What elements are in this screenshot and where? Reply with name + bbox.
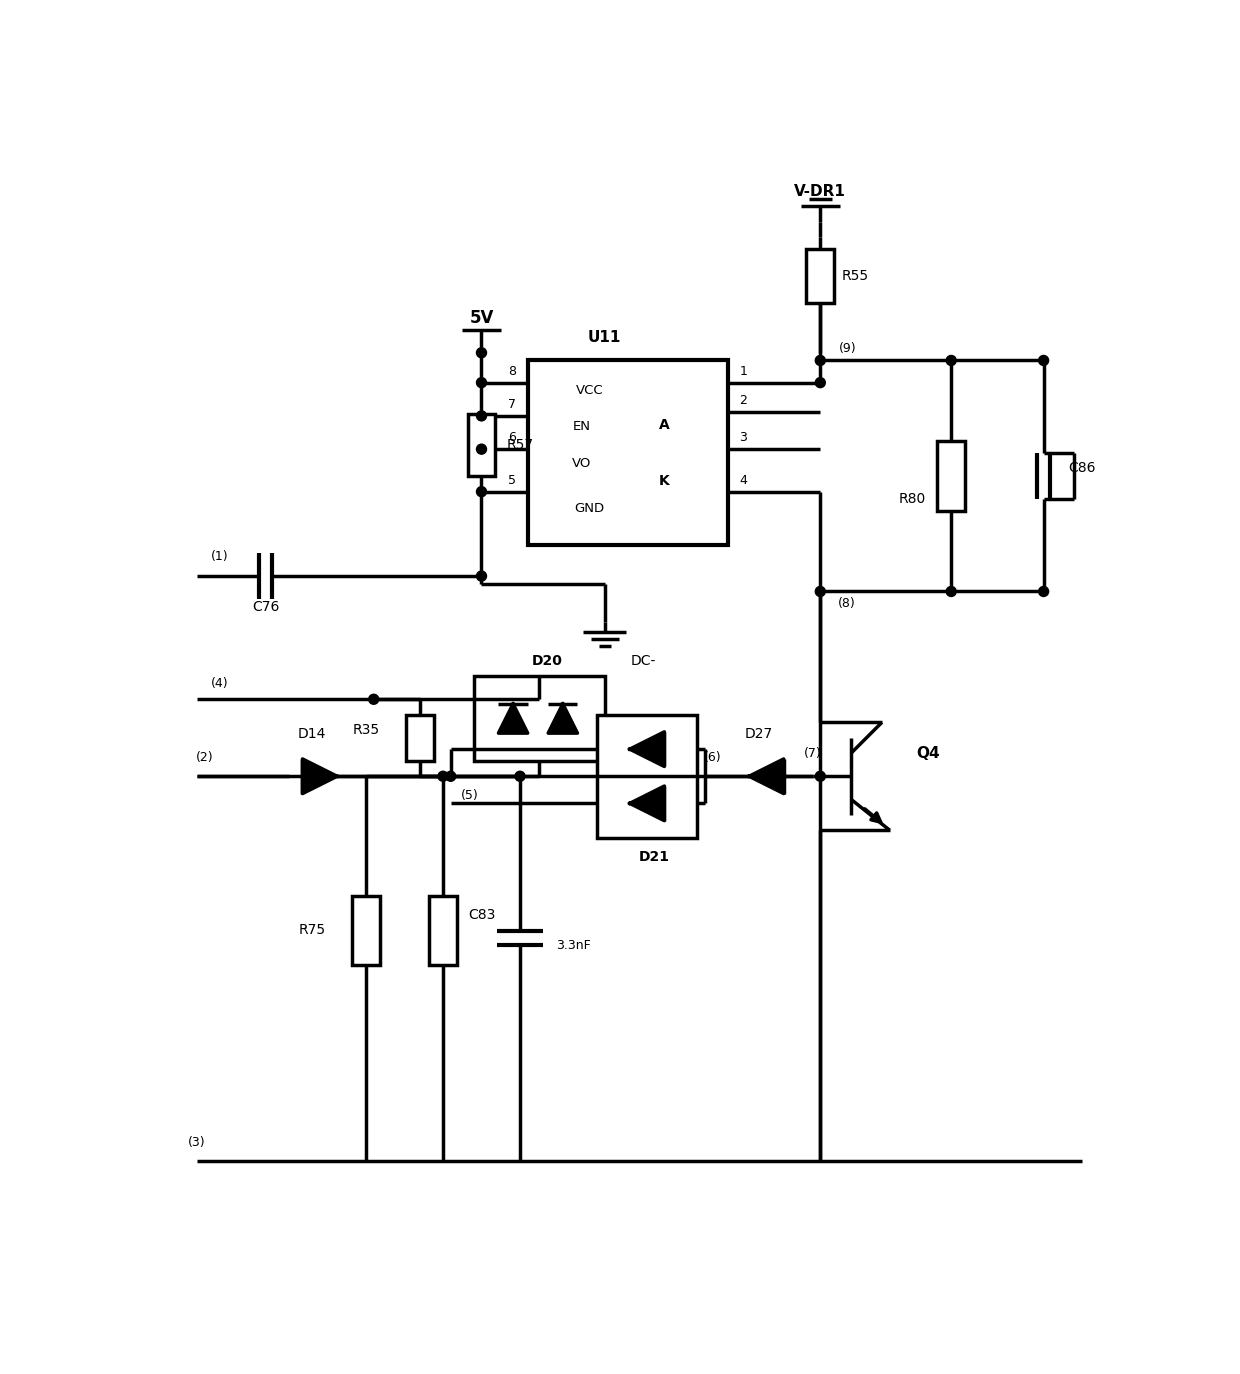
Circle shape: [815, 587, 826, 596]
Circle shape: [476, 411, 486, 420]
Text: K: K: [658, 474, 670, 488]
Text: D21: D21: [640, 851, 671, 864]
Polygon shape: [749, 758, 784, 794]
Text: (2): (2): [196, 750, 213, 764]
Text: 3.3nF: 3.3nF: [557, 940, 591, 952]
Circle shape: [946, 356, 956, 365]
Circle shape: [946, 587, 956, 596]
Text: EN: EN: [573, 420, 590, 433]
Circle shape: [476, 348, 486, 357]
Text: 5V: 5V: [469, 309, 494, 327]
Text: R57: R57: [506, 438, 533, 452]
Circle shape: [476, 486, 486, 496]
Circle shape: [438, 771, 448, 782]
Text: C86: C86: [1069, 462, 1096, 475]
Text: D14: D14: [298, 727, 326, 741]
Text: U11: U11: [588, 330, 621, 345]
Text: C83: C83: [467, 908, 495, 922]
Circle shape: [445, 771, 456, 782]
Bar: [937, 441, 965, 511]
Text: D20: D20: [532, 654, 563, 668]
Circle shape: [476, 444, 486, 455]
Text: 4: 4: [739, 474, 748, 486]
Text: 8: 8: [508, 364, 516, 378]
Text: (7): (7): [804, 746, 821, 760]
Text: 1: 1: [739, 364, 748, 378]
Text: GND: GND: [574, 502, 604, 515]
Text: 6: 6: [508, 431, 516, 444]
Text: V-DR1: V-DR1: [795, 184, 846, 199]
Text: C76: C76: [252, 600, 279, 614]
Bar: [467, 415, 495, 475]
Bar: [596, 714, 697, 838]
Bar: [806, 249, 835, 302]
Bar: [405, 714, 434, 761]
Text: Q4: Q4: [916, 746, 940, 761]
Circle shape: [515, 771, 525, 782]
Bar: [474, 676, 605, 761]
Circle shape: [368, 694, 378, 705]
Circle shape: [815, 771, 826, 782]
Text: R75: R75: [299, 923, 326, 937]
Text: VCC: VCC: [575, 383, 603, 397]
Circle shape: [815, 378, 826, 387]
Bar: [352, 896, 379, 965]
Circle shape: [815, 356, 826, 365]
Polygon shape: [630, 786, 665, 820]
Text: (8): (8): [838, 596, 856, 610]
Polygon shape: [630, 732, 665, 767]
Text: (9): (9): [838, 342, 856, 356]
Text: (3): (3): [187, 1135, 206, 1149]
Bar: [429, 896, 456, 965]
Text: DC-: DC-: [630, 654, 656, 668]
Circle shape: [476, 572, 486, 581]
Text: (1): (1): [211, 551, 228, 563]
Text: D27: D27: [744, 727, 773, 741]
Text: (4): (4): [211, 677, 228, 690]
Text: R80: R80: [899, 492, 926, 506]
Text: (6): (6): [703, 750, 722, 764]
Text: R35: R35: [352, 723, 379, 736]
Polygon shape: [548, 703, 578, 734]
Circle shape: [1039, 587, 1049, 596]
Text: (5): (5): [461, 789, 479, 802]
Text: 2: 2: [739, 394, 748, 407]
Text: VO: VO: [572, 458, 591, 470]
Text: R55: R55: [842, 269, 868, 283]
Polygon shape: [498, 703, 528, 734]
Text: A: A: [658, 418, 670, 433]
Polygon shape: [303, 758, 337, 794]
Circle shape: [476, 378, 486, 387]
Bar: [528, 360, 728, 545]
Text: 5: 5: [508, 474, 516, 486]
Circle shape: [1039, 356, 1049, 365]
Text: 7: 7: [508, 398, 516, 411]
Text: 3: 3: [739, 431, 748, 444]
